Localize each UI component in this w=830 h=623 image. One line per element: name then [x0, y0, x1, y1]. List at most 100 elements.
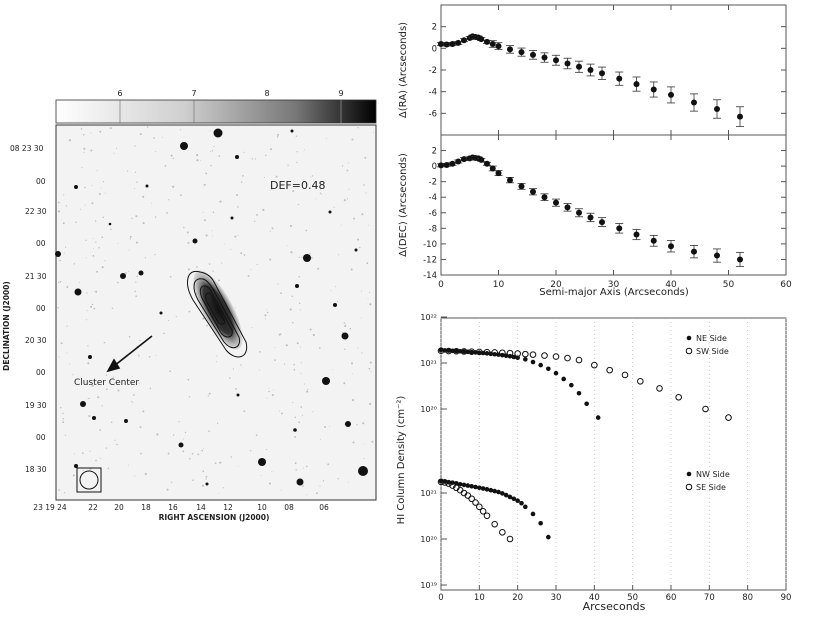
- noise-speck: [343, 423, 345, 425]
- noise-speck: [276, 133, 280, 136]
- noise-speck: [101, 266, 104, 269]
- data-point: [737, 113, 743, 120]
- data-point: [691, 248, 697, 255]
- noise-speck: [87, 345, 89, 347]
- data-point: [650, 86, 657, 93]
- noise-speck: [236, 194, 238, 196]
- noise-speck: [66, 352, 68, 354]
- noise-speck: [247, 275, 250, 277]
- noise-speck: [301, 256, 303, 259]
- hi-contours: [187, 270, 248, 358]
- noise-speck: [364, 156, 367, 159]
- data-point: [523, 357, 528, 362]
- data-point: [546, 534, 551, 540]
- noise-speck: [286, 245, 288, 247]
- noise-speck: [211, 235, 213, 237]
- colorbar-tick-label: 7: [191, 89, 196, 98]
- noise-speck: [310, 257, 313, 259]
- noise-speck: [333, 206, 335, 208]
- data-point: [595, 415, 601, 420]
- noise-speck: [187, 378, 190, 381]
- noise-speck: [315, 198, 317, 200]
- colorbar-tick-label: 6: [117, 89, 122, 98]
- x-tick-label: 0: [438, 280, 444, 290]
- noise-speck: [262, 208, 265, 211]
- noise-speck: [139, 133, 142, 136]
- noise-speck: [84, 186, 86, 189]
- noise-speck: [343, 322, 345, 324]
- data-point: [552, 353, 560, 360]
- noise-speck: [271, 393, 274, 397]
- noise-speck: [134, 475, 136, 477]
- noise-speck: [202, 317, 205, 320]
- ra-tick: 16: [168, 503, 178, 512]
- noise-speck: [293, 363, 295, 366]
- noise-speck: [317, 267, 320, 270]
- noise-speck: [180, 129, 182, 131]
- noise-speck: [264, 314, 267, 317]
- dec-tick: 20 30: [25, 336, 47, 345]
- noise-speck: [166, 212, 168, 214]
- data-point: [606, 366, 613, 374]
- beam-box: [76, 467, 102, 493]
- noise-speck: [139, 339, 141, 342]
- noise-speck: [191, 452, 194, 455]
- noise-speck: [292, 402, 294, 404]
- y-tick-label: 10²¹: [420, 489, 437, 498]
- y-tick-label: -6: [429, 209, 437, 219]
- noise-speck: [240, 181, 243, 183]
- noise-speck: [211, 150, 213, 152]
- noise-speck: [189, 457, 191, 460]
- noise-speck: [219, 461, 222, 464]
- noise-speck: [148, 356, 151, 358]
- noise-speck: [250, 450, 252, 452]
- data-point: [461, 37, 467, 44]
- dec-tick: 22 30: [25, 207, 47, 216]
- noise-speck: [130, 400, 133, 403]
- noise-speck: [267, 387, 269, 389]
- noise-speck: [367, 297, 369, 299]
- noise-speck: [280, 412, 283, 415]
- noise-speck: [96, 270, 99, 273]
- data-point: [499, 349, 506, 357]
- semi-major-axis-label: Semi-major Axis (Arcseconds): [539, 287, 689, 298]
- noise-speck: [343, 199, 346, 202]
- noise-speck: [293, 368, 296, 371]
- noise-speck: [128, 249, 130, 251]
- y-tick-label: 2: [432, 147, 437, 157]
- noise-speck: [274, 347, 276, 349]
- x-tick-label: 90: [781, 593, 792, 603]
- noise-speck: [356, 424, 358, 426]
- data-point: [530, 359, 536, 365]
- noise-speck: [256, 213, 258, 216]
- data-point: [599, 219, 605, 226]
- noise-speck: [188, 396, 191, 398]
- noise-speck: [237, 206, 239, 208]
- noise-speck: [346, 169, 349, 172]
- density-plot: 0 10 20 30 40 50 60 70 80 90 10²² 10²¹ 10²⁰ 10²¹ 10²⁰ 1…: [420, 313, 791, 603]
- legend-label-sw: SW Side: [696, 347, 729, 356]
- noise-speck: [271, 188, 273, 191]
- noise-speck: [258, 351, 261, 353]
- noise-speck: [207, 395, 209, 397]
- colorbar-ticks: 6 7 8 9: [117, 89, 344, 123]
- noise-speck: [58, 210, 61, 213]
- noise-speck: [107, 467, 110, 470]
- noise-speck: [203, 447, 204, 449]
- noise-speck: [295, 469, 297, 471]
- noise-speck: [371, 440, 374, 443]
- noise-speck: [318, 347, 321, 349]
- noise-speck: [351, 399, 355, 402]
- data-point: [449, 160, 456, 167]
- noise-speck: [294, 462, 297, 465]
- noise-speck: [263, 176, 265, 179]
- ra-tick: 06: [319, 503, 329, 512]
- noise-speck: [116, 443, 118, 446]
- noise-speck: [347, 162, 349, 164]
- ra-tick: 08: [284, 503, 294, 512]
- noise-speck: [210, 164, 212, 167]
- noise-speck: [275, 175, 278, 178]
- dec-tick: 00: [36, 239, 46, 248]
- noise-speck: [266, 308, 268, 310]
